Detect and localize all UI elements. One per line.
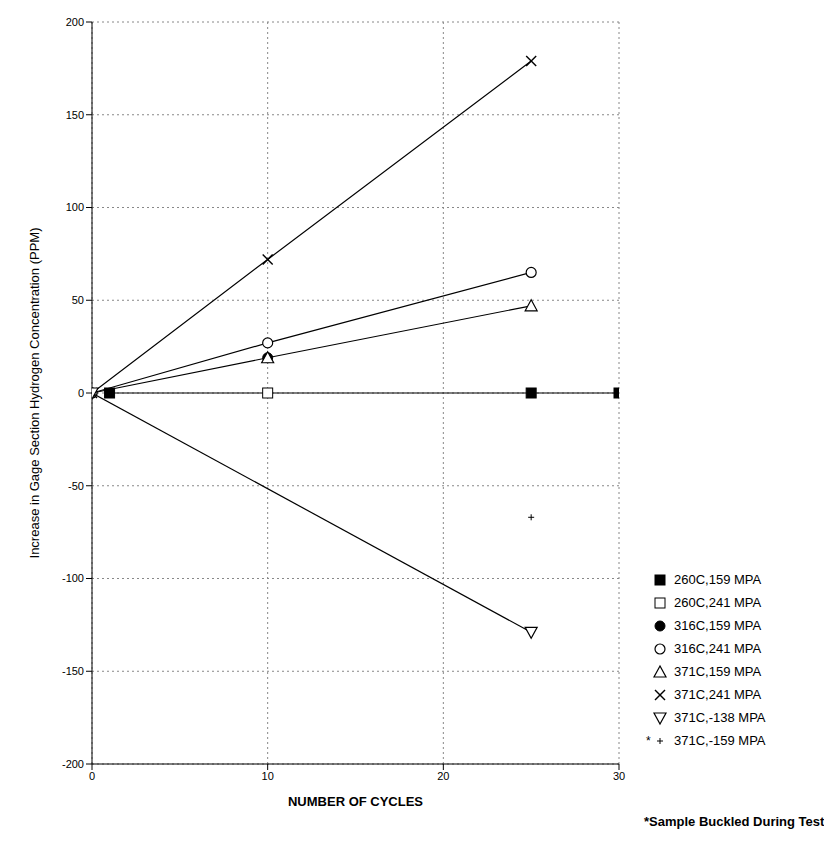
html-text:371C,241 MPA: 371C,241 MPA <box>674 687 762 702</box>
svg-text:-100: -100 <box>62 572 84 584</box>
svg-text:10: 10 <box>262 770 274 782</box>
svg-text:50: 50 <box>72 294 84 306</box>
svg-text:200: 200 <box>66 16 84 28</box>
html-text:260C,241 MPA: 260C,241 MPA <box>674 595 762 610</box>
html-text:316C,241 MPA: 316C,241 MPA <box>674 641 762 656</box>
svg-text:0: 0 <box>89 770 95 782</box>
svg-text:30: 30 <box>613 770 625 782</box>
html-text:371C,-138 MPA: 371C,-138 MPA <box>674 710 766 725</box>
svg-text:-50: -50 <box>68 480 84 492</box>
html-text:371C,159 MPA: 371C,159 MPA <box>674 664 762 679</box>
html-text:260C,159 MPA: 260C,159 MPA <box>674 572 762 587</box>
svg-text:Increase in Gage Section Hydro: Increase in Gage Section Hydrogen Concen… <box>27 228 42 559</box>
svg-text:NUMBER OF CYCLES: NUMBER OF CYCLES <box>288 794 423 809</box>
html-text:316C,159 MPA: 316C,159 MPA <box>674 618 762 633</box>
svg-text:100: 100 <box>66 201 84 213</box>
html-text:*Sample Buckled During Test: *Sample Buckled During Test <box>644 814 825 829</box>
svg-text:-150: -150 <box>62 665 84 677</box>
svg-text:150: 150 <box>66 109 84 121</box>
html-text:371C,-159 MPA: 371C,-159 MPA <box>674 733 766 748</box>
svg-text:20: 20 <box>437 770 449 782</box>
svg-text:-200: -200 <box>62 758 84 770</box>
svg-text:0: 0 <box>78 387 84 399</box>
